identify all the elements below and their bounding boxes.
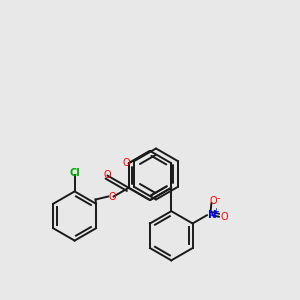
Text: N: N (208, 210, 217, 220)
Text: O: O (220, 212, 228, 222)
Text: +: + (212, 207, 219, 216)
Text: -: - (216, 193, 220, 203)
Text: O: O (103, 170, 111, 181)
Text: Cl: Cl (69, 168, 80, 178)
Text: O: O (209, 196, 217, 206)
Text: O: O (122, 158, 130, 168)
Text: O: O (108, 191, 116, 202)
